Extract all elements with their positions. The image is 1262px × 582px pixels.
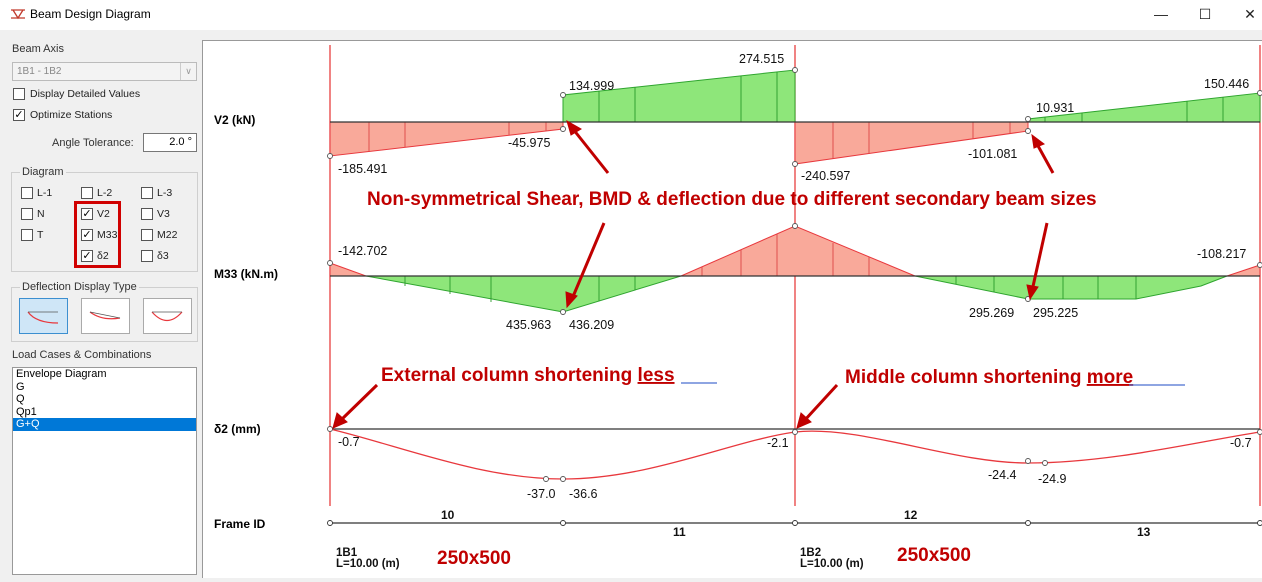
optimize-stations-label: Optimize Stations [30,109,112,121]
diagram-label-n: N [37,208,45,220]
row-label-v2: V2 (kN) [214,113,255,127]
deflection-curve-icon [82,299,129,333]
frame-id-label: 13 [1137,525,1151,539]
chevron-down-icon: ∨ [180,63,196,80]
frame-id-label: 11 [673,525,686,539]
diagram-label-m22: M22 [157,229,177,241]
v2-value-label: 150.446 [1204,77,1249,91]
angle-tolerance-label: Angle Tolerance: [52,137,134,149]
main-annotation: Non-symmetrical Shear, BMD & deflection … [367,189,1097,210]
diagram-checkbox-n[interactable] [21,208,33,220]
d2-value-label: -24.4 [988,468,1017,482]
d2-value-label: -0.7 [338,435,360,449]
beam-length-label: L=10.00 (m) [800,558,864,570]
d2-value-label: -2.1 [767,436,789,450]
highlight-box [74,201,121,268]
v2-value-label: 274.515 [739,52,784,66]
v2-value-label: 134.999 [569,79,614,93]
display-detailed-checkbox[interactable] [13,88,25,100]
m33-value-label: 435.963 [506,318,551,332]
load-cases-label: Load Cases & Combinations [12,349,151,361]
diagram-checkbox-d3[interactable] [141,250,153,262]
deflection-type-cantilever-button[interactable] [19,298,68,334]
diagram-label-t: T [37,229,43,241]
middle-column-annotation: Middle column shortening more [845,367,1133,388]
display-detailed-label: Display Detailed Values [30,88,140,100]
list-item[interactable]: Q [13,393,196,406]
m33-value-label: 295.269 [969,306,1014,320]
v2-value-label: -185.491 [338,162,387,176]
diagram-checkbox-m22[interactable] [141,229,153,241]
optimize-stations-checkbox[interactable]: ✓ [13,109,25,121]
row-label-frame: Frame ID [214,517,266,531]
diagram-canvas: V2 (kN) M33 (kN.m) δ2 (mm) Frame ID -185… [202,40,1262,578]
m33-value-label: -108.217 [1197,247,1246,261]
beam-axis-select[interactable]: 1B1 - 1B2 ∨ [12,62,197,81]
m33-value-label: 295.225 [1033,306,1078,320]
load-cases-list[interactable]: Envelope Diagram G Q Qp1 G+Q [12,367,197,575]
diagram-checkbox-l2[interactable] [81,187,93,199]
beam-size-annotation: 250x500 [437,548,511,569]
diagram-label-v3: V3 [157,208,170,220]
list-item[interactable]: Envelope Diagram [13,368,196,381]
beam-diagram-svg: V2 (kN) M33 (kN.m) δ2 (mm) Frame ID -185… [203,41,1262,579]
list-item[interactable]: Qp1 [13,406,196,419]
app-icon [10,7,26,21]
diagram-label-l1: L-1 [37,187,52,199]
d2-value-label: -36.6 [569,487,598,501]
d2-value-label: -0.7 [1230,436,1252,450]
m33-value-label: 436.209 [569,318,614,332]
beam-axis-label: Beam Axis [12,43,64,55]
angle-tolerance-input[interactable]: 2.0 ° [143,133,197,152]
diagram-checkbox-t[interactable] [21,229,33,241]
diagram-label-l2: L-2 [97,187,112,199]
d2-value-label: -24.9 [1038,472,1067,486]
v2-value-label: -101.081 [968,147,1017,161]
deflection-group-label: Deflection Display Type [20,281,139,293]
window-title: Beam Design Diagram [30,7,151,21]
frame-id-row: 10 11 12 13 1B1 L=10.00 (m) 1B2 L=10.00 … [328,508,1262,570]
diagram-checkbox-l1[interactable] [21,187,33,199]
beam-length-label: L=10.00 (m) [336,558,400,570]
maximize-button[interactable]: ☐ [1183,2,1227,28]
diagram-checkbox-v3[interactable] [141,208,153,220]
m33-value-label: -142.702 [338,244,387,258]
row-label-d2: δ2 (mm) [214,422,261,436]
deflection-type-span-button[interactable] [143,298,192,334]
minimize-button[interactable]: — [1139,2,1183,28]
diagram-group-label: Diagram [20,166,66,178]
row-label-m33: M33 (kN.m) [214,267,278,281]
v2-value-label: 10.931 [1036,101,1074,115]
d2-value-label: -37.0 [527,487,556,501]
title-bar: Beam Design Diagram — ☐ ✕ [0,0,1262,30]
diagram-checkbox-l3[interactable] [141,187,153,199]
diagram-label-d3: δ3 [157,250,169,262]
frame-id-label: 12 [904,508,918,522]
list-item-selected[interactable]: G+Q [13,418,196,431]
diagram-label-l3: L-3 [157,187,172,199]
list-item[interactable]: G [13,381,196,394]
frame-id-label: 10 [441,508,455,522]
external-column-annotation: External column shortening less [381,365,675,386]
deflection-type-relative-button[interactable] [81,298,130,334]
beam-axis-value: 1B1 - 1B2 [17,66,61,77]
deflection-curve-icon [144,299,191,333]
v2-value-label: -240.597 [801,169,850,183]
beam-size-annotation: 250x500 [897,545,971,566]
shear-diagram: -185.491 -45.975 134.999 274.515 -240.59… [328,52,1262,183]
deflection-curve-icon [20,299,67,333]
v2-value-label: -45.975 [508,136,550,150]
close-button[interactable]: ✕ [1228,2,1262,28]
